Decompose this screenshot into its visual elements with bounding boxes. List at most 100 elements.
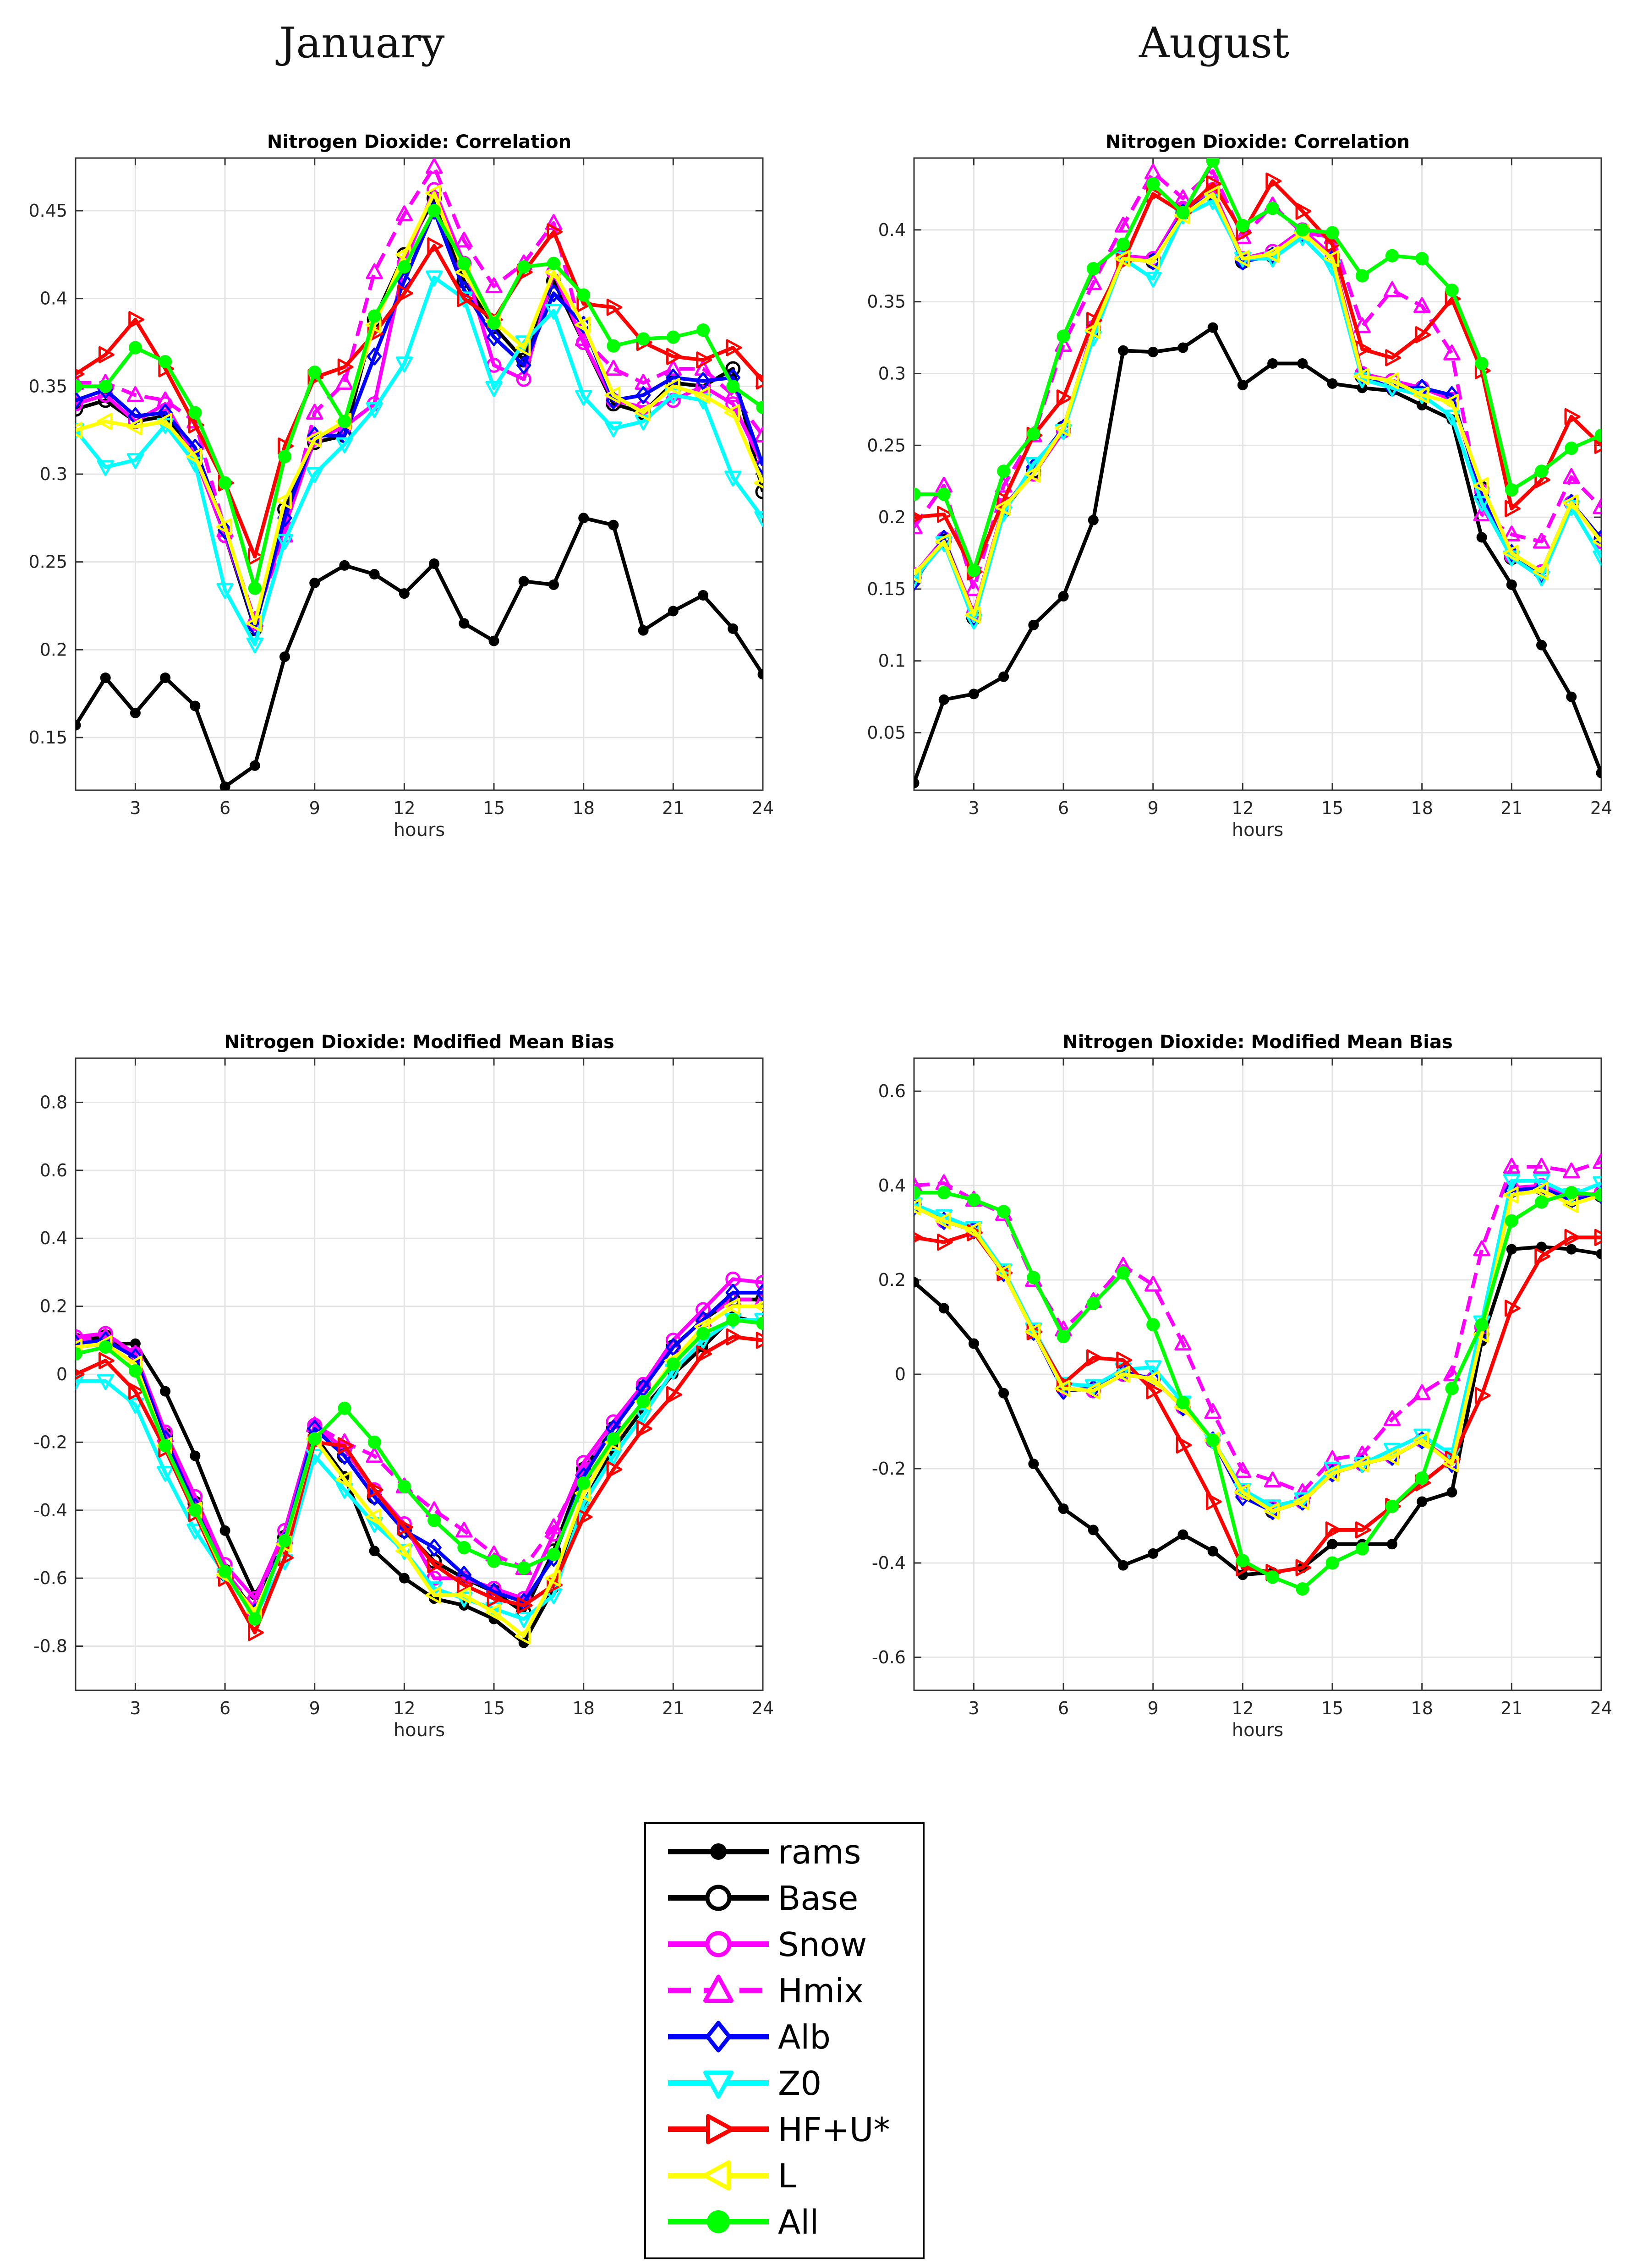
data-point	[399, 588, 410, 599]
data-point	[757, 669, 763, 680]
x-tick-label: 6	[1058, 798, 1069, 818]
data-point	[76, 720, 81, 731]
data-point	[636, 1420, 652, 1437]
data-point	[278, 1534, 292, 1548]
data-point	[937, 487, 951, 501]
data-point	[190, 700, 201, 711]
data-point	[1174, 1334, 1192, 1351]
data-point	[1533, 1158, 1550, 1174]
data-point	[126, 418, 142, 436]
data-point	[1118, 345, 1129, 356]
data-point	[1502, 1186, 1519, 1204]
data-point	[160, 1386, 171, 1397]
y-tick-label: 0.1	[878, 651, 906, 671]
x-tick-label: 12	[1232, 1698, 1254, 1718]
data-point	[724, 404, 740, 421]
data-point	[96, 413, 113, 430]
y-tick-label: 0.35	[28, 376, 67, 396]
data-point	[1057, 1330, 1070, 1344]
series-all	[76, 204, 763, 595]
data-point	[1596, 1248, 1601, 1259]
data-point	[1533, 1181, 1549, 1199]
data-point	[457, 290, 473, 307]
data-point	[427, 204, 441, 218]
data-point	[1144, 272, 1162, 288]
data-point	[1265, 172, 1282, 190]
data-point	[938, 1303, 949, 1314]
data-point	[1057, 329, 1070, 343]
data-point	[754, 426, 763, 443]
data-point	[455, 1521, 473, 1538]
data-point	[186, 1524, 204, 1540]
data-point	[1565, 442, 1578, 455]
data-point	[157, 1465, 174, 1482]
data-point	[935, 533, 951, 551]
data-point	[695, 372, 711, 390]
data-point	[1353, 368, 1369, 385]
data-point	[76, 391, 83, 410]
data-point	[1503, 1174, 1520, 1190]
data-point	[1054, 1380, 1071, 1397]
data-point	[1413, 297, 1431, 313]
data-point	[914, 512, 923, 523]
chart-august-correlation: 3 6 9 12 15 18 21 24 0.05 0.1 0.15 0.2 0.25 0.3 0.35 0.…	[867, 131, 1612, 841]
data-point	[276, 492, 292, 509]
data-point	[485, 1603, 501, 1621]
data-point	[1144, 1360, 1162, 1377]
x-tick-label: 15	[483, 798, 505, 818]
data-point	[1117, 237, 1130, 251]
data-point	[1058, 591, 1069, 602]
y-tick-label: 0.3	[40, 464, 67, 484]
legend-entry: Z0	[668, 2064, 821, 2103]
data-point	[1505, 1300, 1521, 1317]
data-point	[755, 1284, 763, 1302]
data-point	[1502, 544, 1519, 562]
data-point	[248, 1624, 264, 1641]
data-point	[1564, 408, 1581, 426]
data-point	[1355, 1542, 1369, 1556]
data-point	[338, 1401, 351, 1415]
data-point	[1205, 175, 1222, 193]
data-point	[518, 576, 529, 587]
data-point	[914, 487, 921, 501]
data-point	[724, 386, 742, 402]
data-point	[367, 347, 382, 366]
data-point	[914, 1186, 921, 1200]
data-point	[516, 356, 531, 374]
legend-marker	[702, 2160, 731, 2191]
data-point	[1475, 1318, 1489, 1332]
data-point	[756, 400, 763, 414]
data-point	[1236, 1554, 1249, 1568]
data-point	[76, 1347, 82, 1361]
data-point	[1533, 563, 1549, 580]
data-point	[1117, 1266, 1130, 1280]
x-tick-label: 9	[1148, 798, 1159, 818]
data-point	[219, 781, 230, 790]
data-point	[76, 1374, 84, 1390]
data-point	[128, 407, 143, 425]
y-tick-label: -0.2	[33, 1432, 67, 1452]
y-tick-label: 0.2	[878, 1270, 906, 1290]
legend-label: L	[778, 2157, 796, 2195]
data-point	[1236, 219, 1249, 232]
plot-series-group	[914, 158, 1601, 788]
data-point	[1086, 1349, 1102, 1366]
data-point	[425, 1586, 441, 1604]
data-point	[998, 1388, 1009, 1399]
x-tick-label: 6	[1058, 1698, 1069, 1718]
data-point	[156, 413, 172, 430]
data-point	[607, 339, 620, 353]
data-point	[279, 651, 290, 662]
x-tick-label: 3	[968, 798, 979, 818]
data-point	[369, 569, 380, 579]
data-point	[395, 205, 413, 221]
data-point	[605, 1448, 622, 1465]
data-point	[306, 404, 323, 420]
data-point	[338, 415, 351, 428]
x-axis-label: hours	[394, 1720, 445, 1741]
data-point	[335, 1471, 352, 1488]
x-tick-label: 21	[1500, 798, 1522, 818]
data-point	[1383, 1410, 1401, 1426]
data-point	[159, 1439, 172, 1453]
series-line	[914, 1191, 1601, 1591]
